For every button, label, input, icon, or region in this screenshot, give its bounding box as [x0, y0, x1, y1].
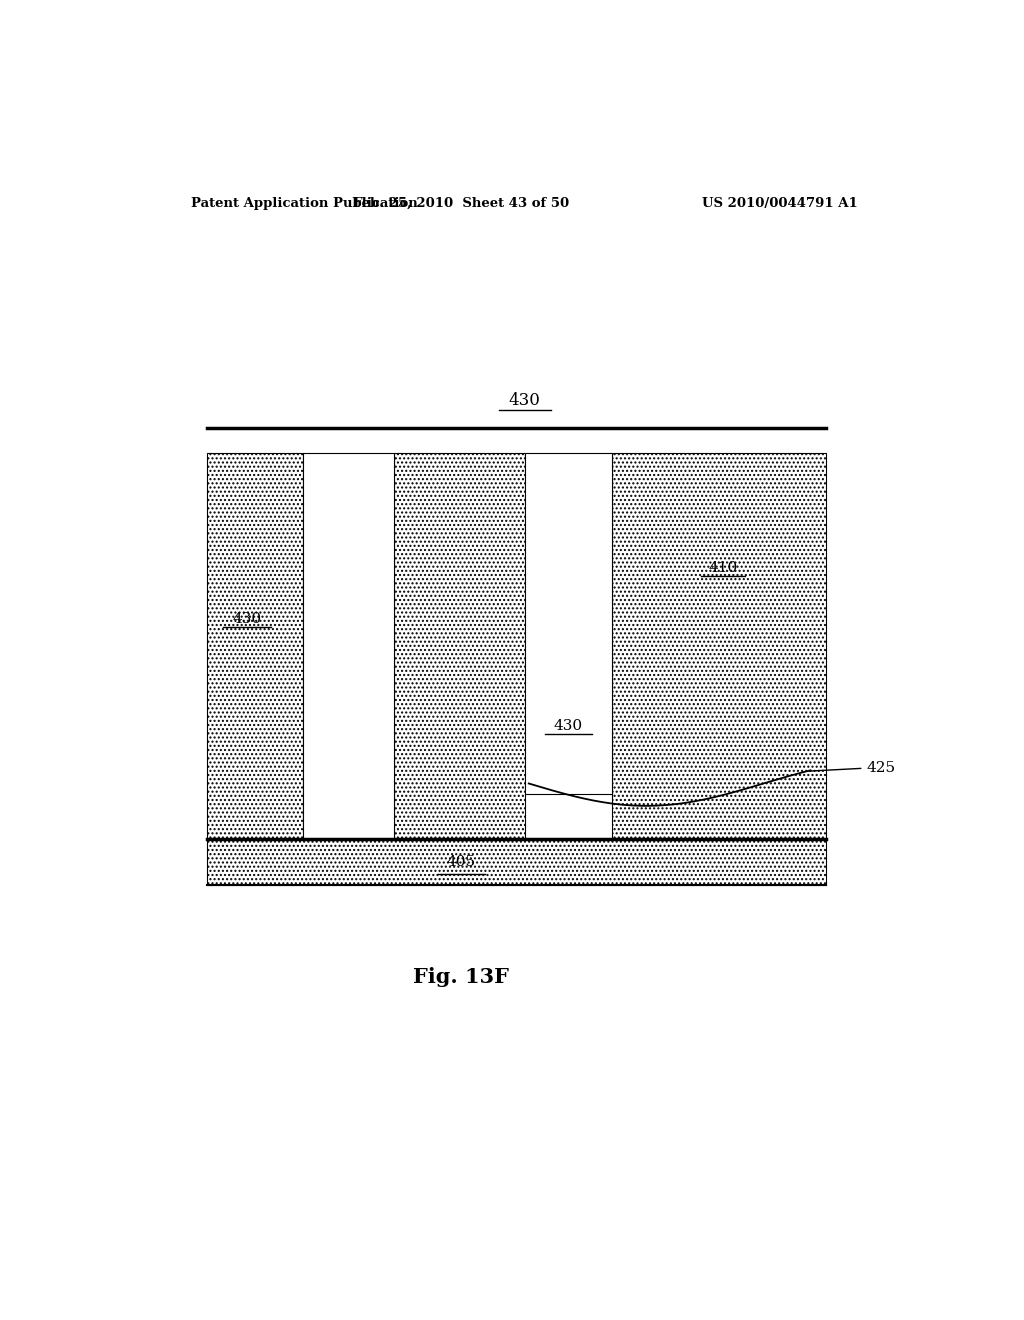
Text: Patent Application Publication: Patent Application Publication: [191, 197, 418, 210]
Text: US 2010/0044791 A1: US 2010/0044791 A1: [702, 197, 858, 210]
Text: 430: 430: [554, 718, 583, 733]
Text: 425: 425: [866, 762, 895, 775]
Bar: [394, 453, 525, 840]
Bar: [612, 453, 826, 840]
Bar: [207, 453, 303, 840]
Text: Feb. 25, 2010  Sheet 43 of 50: Feb. 25, 2010 Sheet 43 of 50: [353, 197, 569, 210]
Bar: [524, 453, 612, 793]
Text: Fig. 13F: Fig. 13F: [414, 966, 509, 986]
Bar: [303, 453, 394, 840]
Text: 410: 410: [709, 561, 738, 576]
Text: 405: 405: [446, 855, 476, 870]
Bar: [207, 840, 826, 886]
Text: 430: 430: [232, 612, 261, 626]
Text: 430: 430: [509, 392, 541, 409]
